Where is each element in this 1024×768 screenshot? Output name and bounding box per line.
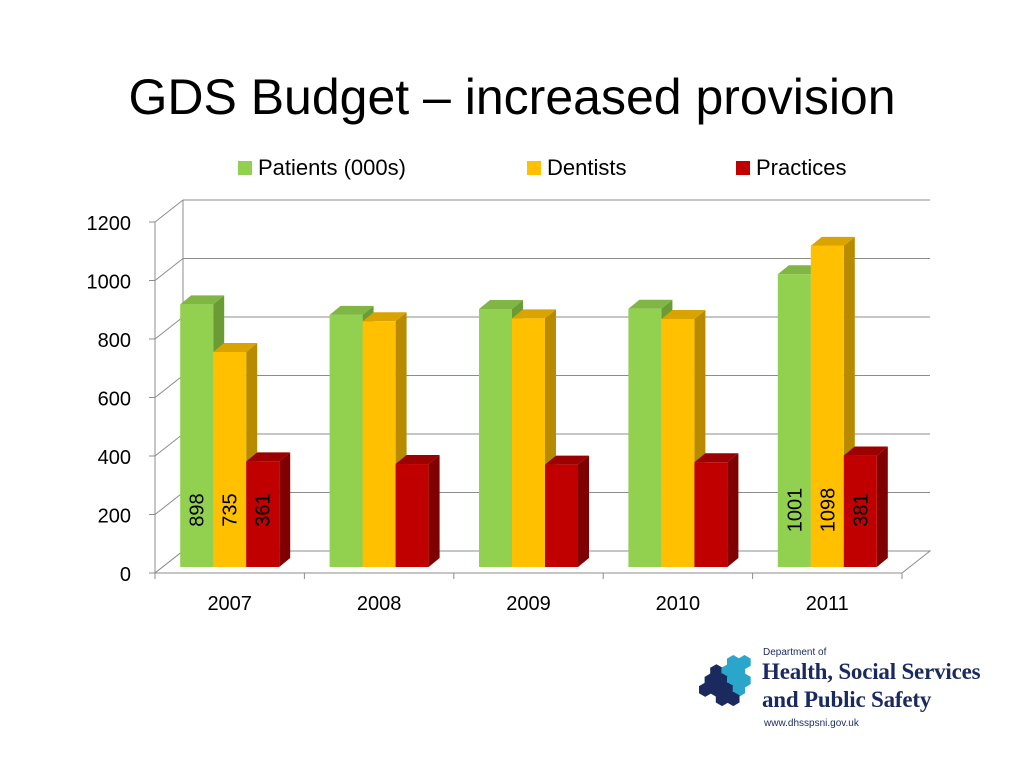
bar — [246, 461, 280, 567]
bar-top — [329, 305, 374, 315]
gridline-side — [154, 258, 184, 281]
slide-title: GDS Budget – increased provision — [128, 69, 896, 125]
bar — [479, 309, 512, 567]
bar — [329, 314, 363, 567]
y-tick-label: 400 — [98, 447, 131, 469]
logo-department: Department of — [763, 647, 827, 658]
bar — [810, 245, 844, 567]
x-tick-label: 2007 — [207, 593, 252, 615]
y-tick-label: 1200 — [87, 213, 132, 235]
hexagon-logo-icon — [699, 655, 751, 707]
bar-top — [545, 455, 589, 465]
gridline-side — [154, 375, 184, 398]
y-tick-label: 800 — [98, 330, 131, 352]
hexagon-cell — [699, 682, 712, 697]
logo-name-line1: Health, Social Services — [762, 659, 981, 684]
legend-swatch — [527, 161, 541, 175]
legend-label: Practices — [756, 155, 846, 180]
y-tick-label: 0 — [120, 564, 131, 586]
bar-side — [428, 455, 440, 567]
legend-label: Patients (000s) — [258, 155, 406, 180]
x-tick-label: 2011 — [806, 593, 849, 615]
bar-side — [876, 446, 888, 567]
x-tick-label: 2010 — [656, 593, 701, 615]
bar-side — [727, 453, 739, 567]
bar — [545, 464, 578, 567]
bar — [512, 318, 545, 567]
gridline-side — [154, 433, 184, 457]
bar-top — [180, 295, 225, 305]
bar — [213, 352, 247, 567]
logo-name-line2: and Public Safety — [762, 687, 932, 712]
bar-top — [843, 446, 888, 456]
bar-chart: 0 200 400 600 800 1000 1200 898 735 361 2007 2008 20… — [87, 155, 932, 615]
bar — [661, 318, 695, 567]
bar-top — [661, 309, 706, 319]
gridline-side — [154, 316, 184, 340]
legend-swatch — [238, 161, 252, 175]
x-tick-label: 2008 — [357, 593, 402, 615]
bar-top — [213, 343, 258, 353]
y-tick-label: 600 — [98, 389, 131, 411]
bar — [694, 462, 728, 567]
logo-url: www.dhsspsni.gov.uk — [764, 718, 859, 729]
bar-top — [246, 452, 291, 462]
dhssps-logo: Department of Health, Social Services an… — [690, 645, 990, 735]
bar — [362, 321, 396, 567]
bar — [395, 464, 429, 567]
legend-swatch — [736, 161, 750, 175]
hexagon-cell — [727, 691, 740, 707]
data-label: 898 — [187, 493, 209, 526]
x-tick-label: 2009 — [506, 593, 551, 615]
data-label: 361 — [253, 493, 275, 526]
bar — [777, 274, 811, 567]
bar-top — [512, 309, 556, 319]
bar-top — [628, 299, 673, 309]
bar — [180, 304, 214, 567]
bar — [843, 455, 877, 567]
gridline-side — [154, 492, 184, 515]
data-label: 381 — [850, 493, 872, 526]
legend-label: Dentists — [547, 155, 626, 180]
bar-top — [479, 300, 523, 310]
bar-top — [810, 236, 855, 246]
bar-side — [578, 455, 589, 567]
data-label: 735 — [220, 493, 242, 526]
bar-side — [279, 452, 291, 567]
bar — [628, 308, 662, 567]
gridline-side — [154, 199, 184, 223]
data-label: 1001 — [784, 488, 806, 533]
data-label: 1098 — [817, 488, 839, 533]
bar-top — [395, 455, 440, 465]
hexagon-cell — [715, 691, 729, 707]
y-tick-label: 200 — [98, 506, 131, 528]
bar-top — [362, 312, 407, 322]
bar-top — [694, 453, 739, 463]
y-tick-label: 1000 — [87, 272, 132, 294]
